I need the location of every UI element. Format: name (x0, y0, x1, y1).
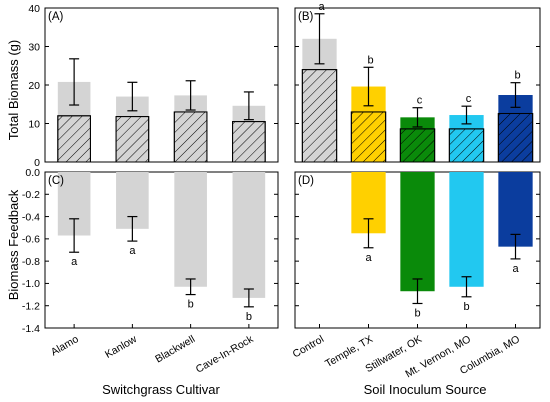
significance-letter: b (188, 299, 194, 311)
error-bar (363, 66, 374, 107)
panel-label-c: (C) (48, 175, 64, 187)
bar-c-3 (232, 172, 266, 298)
significance-letter: b (414, 307, 420, 319)
significance-letter: a (129, 245, 136, 257)
ytick-label: -1.0 (22, 278, 40, 290)
error-bar (461, 276, 472, 298)
ytick-label: -1.2 (22, 301, 40, 313)
bar-hatch-pattern (173, 111, 208, 163)
error-bar (243, 288, 254, 308)
xtick-label: Cave-In-Rock (194, 333, 256, 376)
panel-label-a: (A) (48, 11, 64, 23)
xtick-label: Alamo (49, 333, 81, 358)
bar-hatch-pattern (301, 69, 338, 163)
error-bar (69, 58, 80, 106)
panel-label-d: (D) (298, 175, 314, 187)
error-bar (69, 218, 80, 253)
ytick-label: 0.0 (25, 167, 40, 179)
error-bar (461, 105, 472, 125)
ylabel-top: Total Biomass (g) (6, 40, 21, 140)
bar-d-2 (400, 172, 435, 292)
significance-letter: b (514, 70, 520, 82)
panel-b: a b c c b (B) (294, 1, 541, 163)
plot-frame-c (44, 171, 279, 329)
significance-letter: a (365, 252, 372, 264)
bar-hatch-pattern (350, 111, 387, 163)
panel-a: 0 10 20 30 40 (A) (28, 3, 279, 169)
significance-letter: a (512, 263, 519, 275)
bar-hatch-pattern (448, 128, 485, 163)
error-bar (510, 82, 521, 108)
significance-letter: b (246, 311, 252, 323)
xtick-label: Kanlow (103, 333, 139, 361)
error-bar (412, 107, 423, 128)
ytick-label: -0.8 (22, 256, 40, 268)
error-bar (510, 233, 521, 260)
panel-c: 0.0 -0.2 -0.4 -0.6 -0.8 -1.0 -1.2 -1.4 Alamo Kanl… (22, 167, 279, 376)
ytick-label: 10 (28, 118, 40, 130)
ytick-label: 20 (28, 80, 40, 92)
ytick-label: -0.2 (22, 189, 40, 201)
significance-letter: c (417, 95, 423, 107)
significance-letter: b (463, 301, 469, 313)
error-bar (314, 13, 325, 65)
ytick-label: -0.4 (22, 211, 40, 223)
significance-letter: b (367, 54, 373, 66)
error-bar (127, 215, 138, 242)
xtick-label: Control (291, 333, 326, 360)
bar-hatch-pattern (497, 112, 534, 163)
bar-c-2 (174, 172, 207, 287)
ytick-label: -1.4 (22, 323, 40, 335)
xtick-label: Blackwell (153, 333, 197, 365)
error-bar (412, 278, 423, 305)
bar-hatch-pattern (115, 116, 150, 163)
ylabel-bottom: Biomass Feedback (6, 189, 21, 300)
significance-letter: c (466, 93, 472, 105)
xlabel-right: Soil Inoculum Source (364, 382, 487, 397)
bar-hatch-pattern (232, 121, 266, 163)
ytick-label: 40 (28, 3, 40, 15)
error-bar (185, 80, 196, 111)
xlabel-left: Switchgrass Cultivar (102, 382, 220, 397)
bar-hatch-pattern (57, 115, 91, 163)
bar-hatch-pattern (399, 128, 436, 163)
bar-d-3 (449, 172, 484, 287)
panel-label-b: (B) (298, 11, 314, 23)
error-bar (363, 218, 374, 249)
error-bar (127, 81, 138, 112)
error-bar (185, 278, 196, 296)
ytick-label: -0.6 (22, 234, 40, 246)
ytick-label: 0 (34, 157, 40, 169)
ytick-label: 30 (28, 41, 40, 53)
significance-letter: a (318, 1, 325, 13)
error-bar (243, 91, 254, 121)
significance-letter: a (71, 256, 78, 268)
